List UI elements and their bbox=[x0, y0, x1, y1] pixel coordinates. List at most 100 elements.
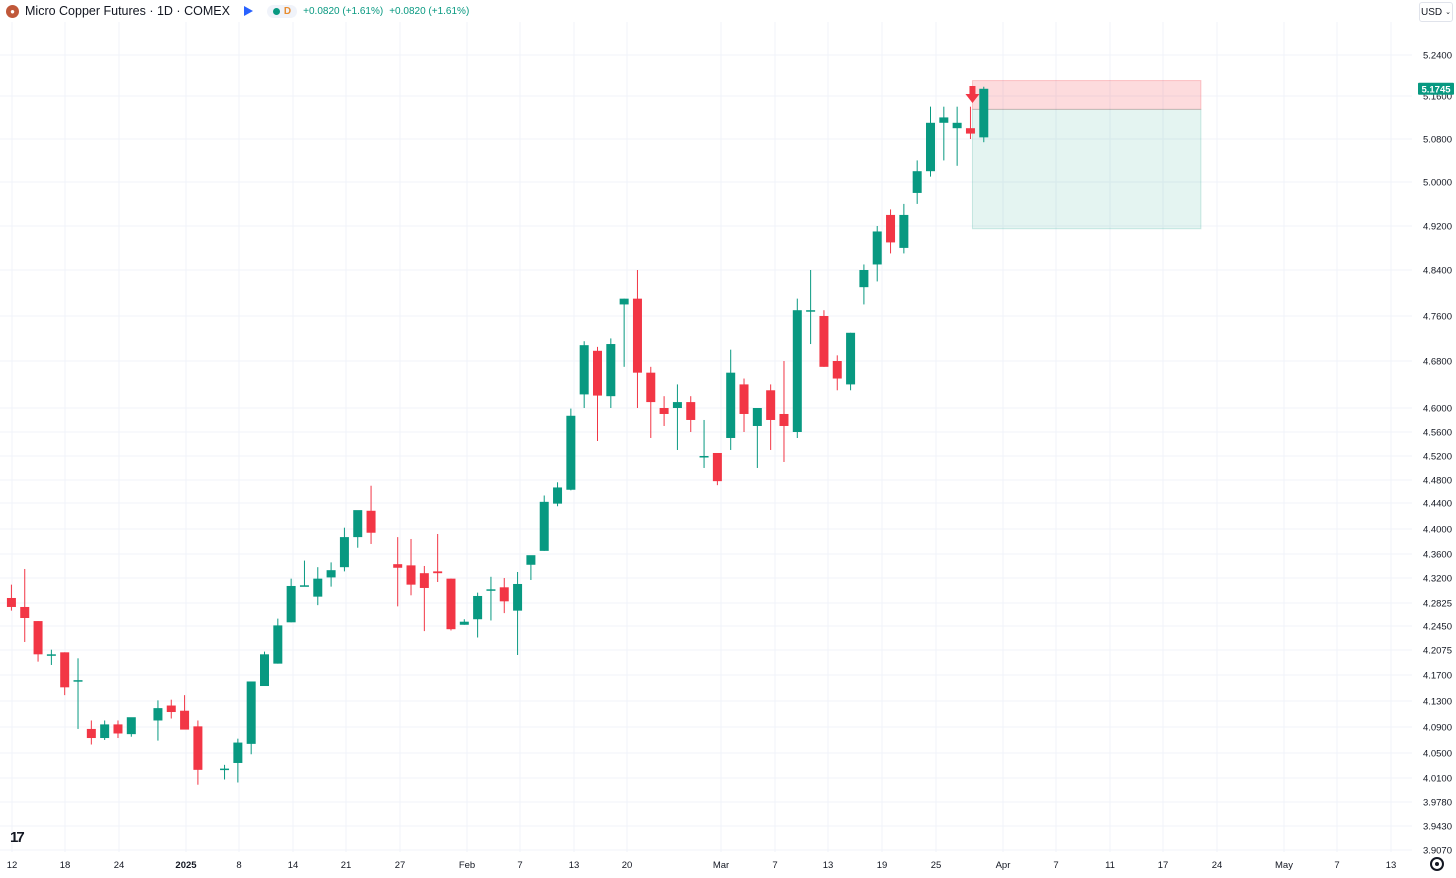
candle bbox=[872, 226, 882, 282]
currency-select[interactable]: USD ⌄ bbox=[1419, 2, 1453, 22]
candle-body bbox=[526, 555, 536, 565]
candle-body bbox=[792, 310, 802, 432]
status-letter: D bbox=[283, 5, 292, 17]
candle bbox=[619, 298, 629, 367]
stop-loss-zone bbox=[971, 80, 1202, 110]
candle bbox=[659, 396, 669, 426]
candle bbox=[553, 482, 563, 507]
candle bbox=[60, 652, 70, 696]
time-tick-label: 24 bbox=[1212, 860, 1223, 871]
candle-body bbox=[979, 88, 989, 138]
symbol-title[interactable]: Micro Copper Futures · 1D · COMEX bbox=[25, 4, 230, 18]
candle bbox=[779, 361, 789, 462]
time-tick-label: 11 bbox=[1105, 860, 1115, 871]
time-tick-label: 18 bbox=[60, 860, 71, 871]
price-tick-label: 4.6000 bbox=[1423, 404, 1452, 415]
candle bbox=[273, 618, 283, 664]
candle-body bbox=[260, 654, 269, 687]
candle bbox=[393, 537, 403, 607]
candle bbox=[965, 106, 975, 139]
candle bbox=[792, 298, 802, 438]
price-tick-label: 4.4000 bbox=[1423, 525, 1452, 536]
time-tick-label: Feb bbox=[459, 860, 475, 871]
candle bbox=[313, 567, 323, 606]
candle-body bbox=[180, 710, 190, 730]
candle-body bbox=[486, 589, 496, 591]
price-tick-label: 4.2450 bbox=[1423, 622, 1452, 633]
price-tick-label: 4.0500 bbox=[1423, 749, 1452, 760]
candle bbox=[433, 533, 443, 582]
candle bbox=[113, 720, 123, 739]
candle bbox=[446, 578, 456, 631]
candle-body bbox=[952, 122, 962, 129]
candle bbox=[473, 592, 483, 638]
market-status[interactable]: D bbox=[266, 4, 298, 18]
candle-body bbox=[606, 344, 616, 397]
candle-body bbox=[539, 501, 549, 551]
candle-body bbox=[886, 214, 896, 243]
candle bbox=[126, 717, 136, 737]
candle-body bbox=[33, 621, 43, 655]
time-tick-label: Apr bbox=[996, 860, 1011, 871]
candle bbox=[353, 510, 363, 548]
candle-body bbox=[419, 573, 429, 588]
price-axis[interactable]: 5.2400 5.1600 5.0800 5.0000 4.9200 4.8400 4.76… bbox=[1418, 51, 1454, 857]
status-dot-icon bbox=[272, 7, 280, 15]
candle bbox=[712, 452, 722, 486]
candle-body bbox=[832, 361, 842, 379]
time-tick-label: 13 bbox=[1386, 860, 1397, 871]
price-tick-label: 3.9780 bbox=[1423, 798, 1452, 809]
time-tick-label: 13 bbox=[569, 860, 580, 871]
candle-body bbox=[859, 270, 869, 288]
chart-header: ● Micro Copper Futures · 1D · COMEX D +0… bbox=[0, 0, 469, 22]
candle-body bbox=[473, 595, 483, 620]
candle bbox=[299, 560, 309, 587]
price-tick-label: 4.3200 bbox=[1423, 574, 1452, 585]
time-axis[interactable]: 12 18 24 2025 8 14 21 27 Feb 7 13 20 Mar 7 13 19 25 Apr 7 1… bbox=[7, 860, 1397, 871]
price-tick-label: 5.2400 bbox=[1423, 51, 1452, 62]
candle bbox=[593, 346, 602, 441]
candle bbox=[819, 310, 829, 367]
candle-body bbox=[872, 231, 882, 265]
candle bbox=[246, 681, 256, 755]
candle bbox=[220, 764, 230, 780]
signal-markers bbox=[965, 86, 980, 103]
candle-body bbox=[73, 680, 83, 682]
time-tick-label: Mar bbox=[713, 860, 729, 871]
candle-body bbox=[366, 510, 376, 533]
time-tick-label: 7 bbox=[1053, 860, 1058, 871]
candle bbox=[979, 86, 989, 143]
candle bbox=[566, 408, 576, 491]
candle-body bbox=[126, 717, 136, 735]
time-tick-label: May bbox=[1275, 860, 1293, 871]
candle-body bbox=[926, 122, 935, 172]
copper-coin-icon[interactable]: ● bbox=[6, 4, 19, 18]
candle-body bbox=[326, 570, 336, 578]
tradingview-logo-icon[interactable]: 17 bbox=[10, 829, 25, 846]
time-tick-label: 24 bbox=[114, 860, 125, 871]
candle bbox=[153, 700, 163, 741]
candle-body bbox=[100, 724, 110, 739]
candle-body bbox=[353, 510, 363, 538]
candle-body bbox=[433, 571, 443, 574]
candle-body bbox=[806, 310, 816, 312]
time-tick-label: 17 bbox=[1158, 860, 1169, 871]
candle bbox=[180, 695, 190, 730]
candle-body bbox=[819, 316, 829, 367]
time-tick-label: 7 bbox=[1334, 860, 1339, 871]
take-profit-zone bbox=[971, 108, 1202, 230]
candle bbox=[672, 384, 682, 450]
candle bbox=[526, 555, 536, 580]
candle-body bbox=[6, 597, 16, 607]
candle-body bbox=[220, 768, 230, 771]
blue-flag-icon[interactable] bbox=[243, 6, 253, 16]
grid-lines bbox=[0, 22, 1412, 852]
candle-body bbox=[659, 408, 669, 414]
candle-body bbox=[273, 625, 283, 664]
risk-reward-box[interactable] bbox=[971, 80, 1202, 230]
time-tick-label: 20 bbox=[622, 860, 633, 871]
gear-icon[interactable] bbox=[1430, 857, 1444, 871]
candle-body bbox=[619, 298, 629, 305]
price-tick-label: 5.0000 bbox=[1423, 178, 1452, 189]
